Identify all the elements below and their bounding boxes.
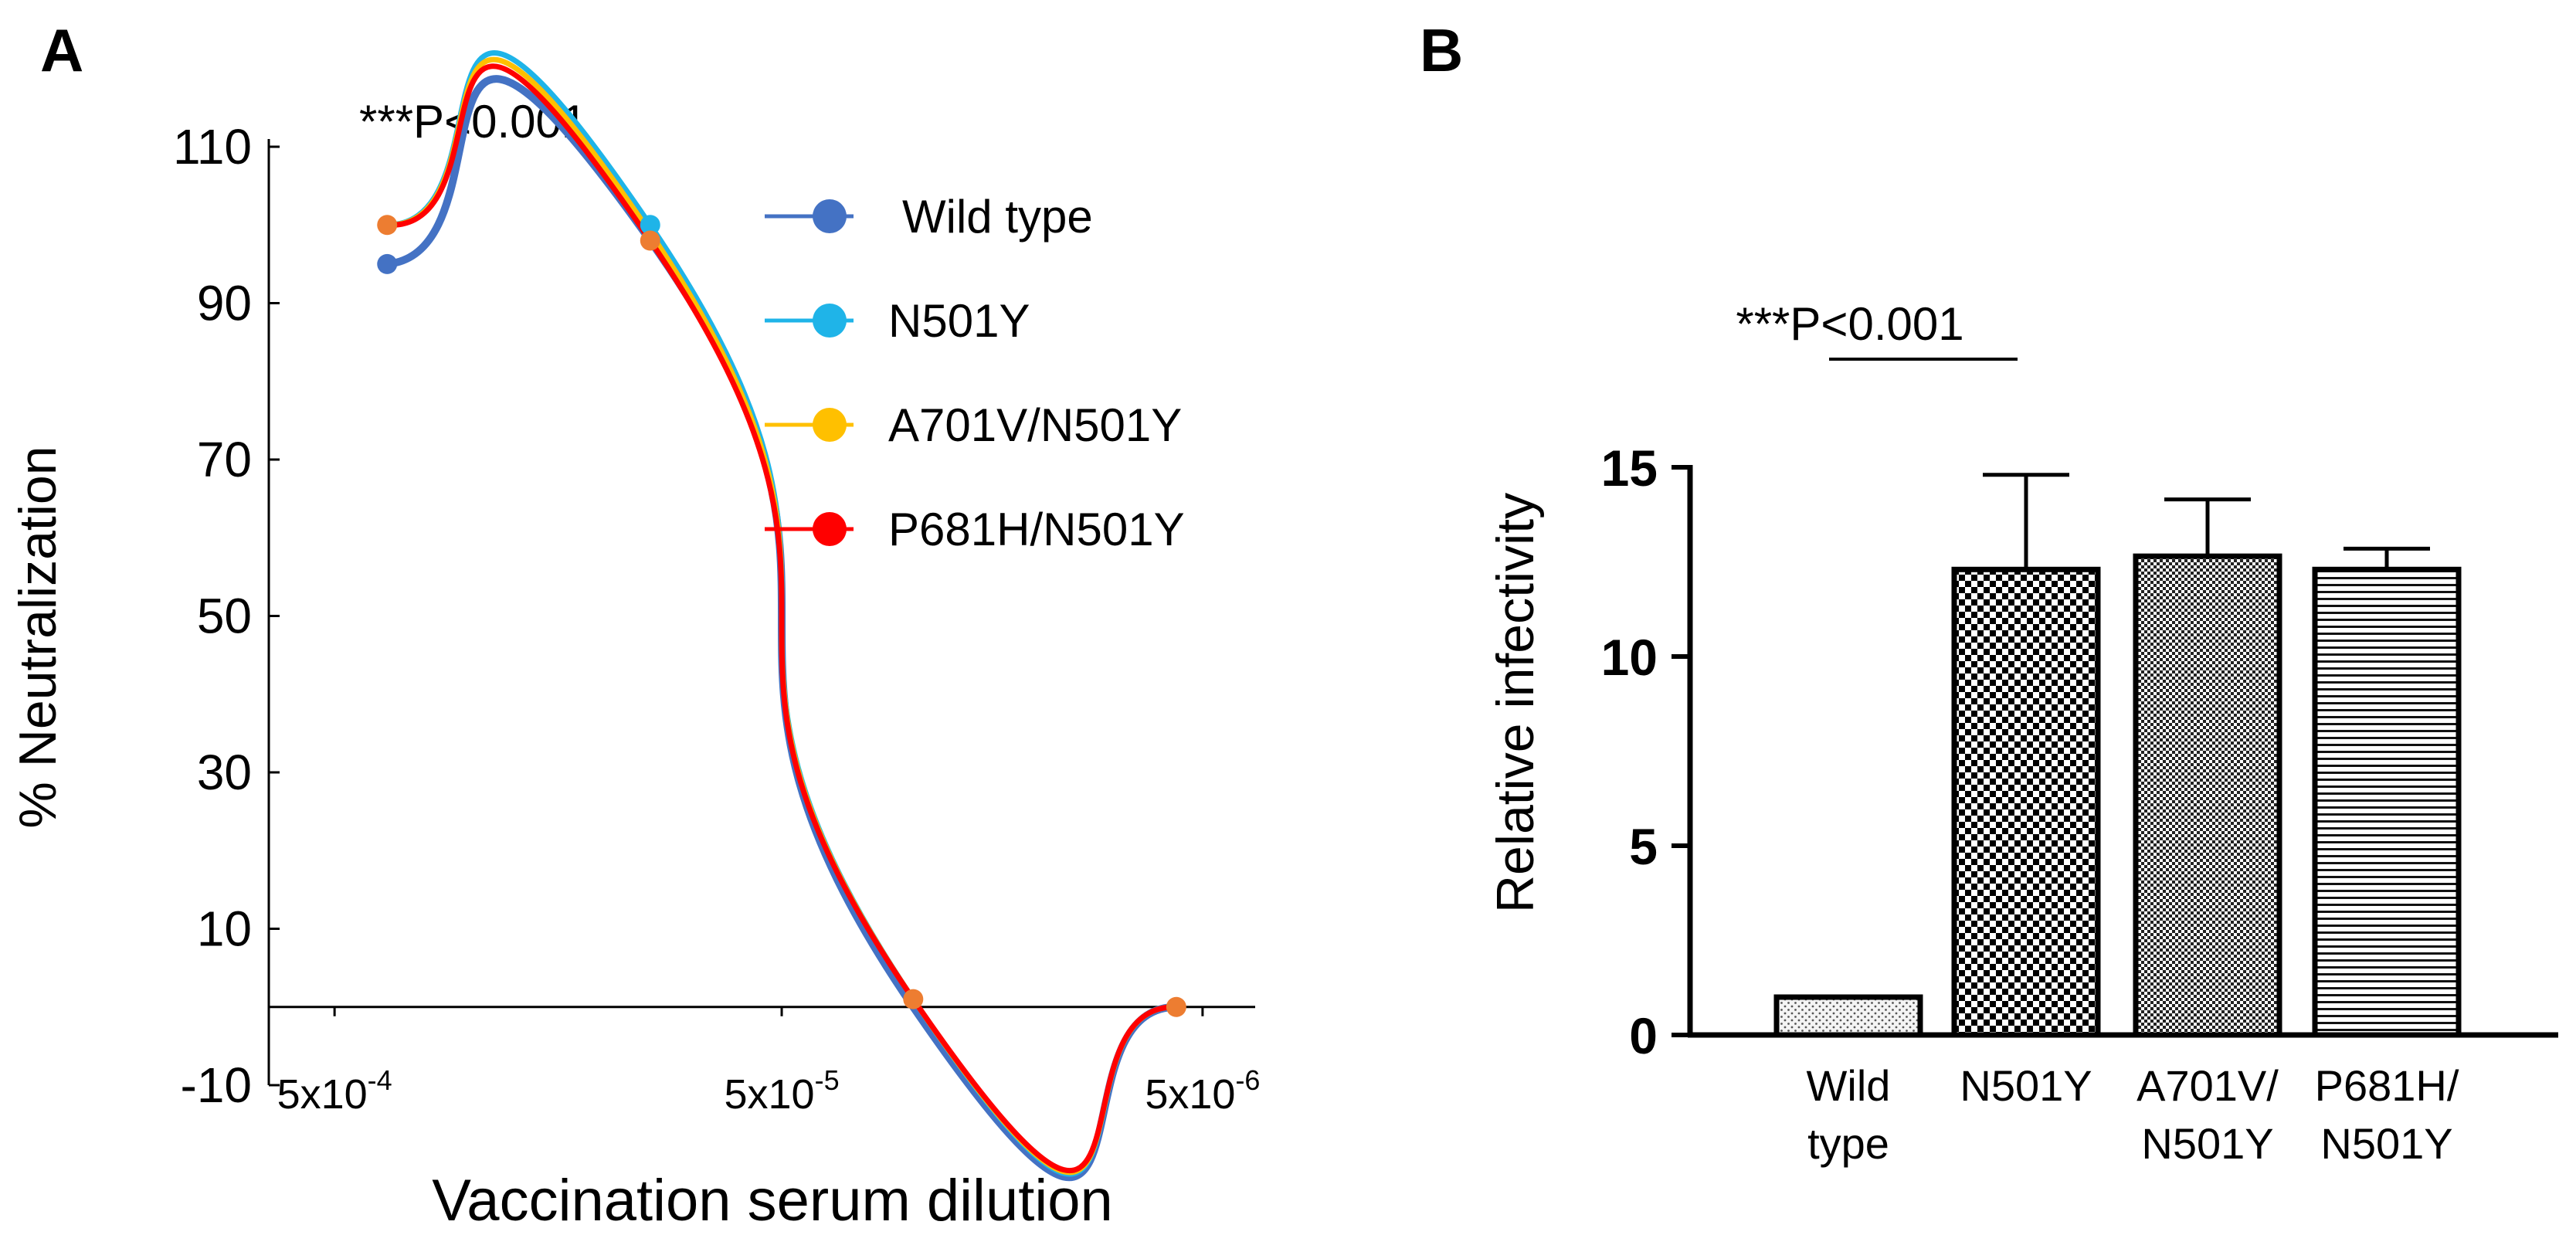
panel-b-x-tick-label: A701V/	[2136, 1061, 2279, 1110]
panel-a-y-tick-label: 30	[197, 745, 252, 800]
panel-a-series-lines	[386, 50, 1176, 1182]
legend-item: N501Y	[765, 295, 1030, 347]
panel-a-y-tick-label: 50	[197, 589, 252, 644]
panel-b-p-value: ***P<0.001	[1736, 298, 1963, 350]
panel-b-bar	[2133, 553, 2282, 1038]
panel-a-marker	[1166, 996, 1186, 1017]
panel-b-y-tick-label: 15	[1601, 439, 1658, 497]
legend-item: P681H/N501Y	[765, 504, 1185, 555]
panel-b-x-tick-label: N501Y	[2320, 1119, 2452, 1168]
panel-a-marker	[903, 989, 924, 1009]
panel-a-y-tick-label: 10	[197, 901, 252, 957]
panel-a-x-label: Vaccination serum dilution	[432, 1168, 1113, 1233]
panel-b-bar	[2312, 566, 2462, 1038]
panel-a-y-tick-label: 110	[173, 119, 252, 175]
panel-a-legend: Wild type N501Y A701V/N501Y P681H/N501Y	[765, 191, 1185, 555]
panel-b-x-tick-label: N501Y	[1960, 1061, 2092, 1110]
panel-a-x-ticks: 5x10-4 5x10-5 5x10-6	[277, 1006, 1260, 1118]
panel-a-markers	[377, 215, 1186, 1017]
legend-swatch-marker	[813, 512, 847, 546]
panel-a-x-tick-label: 5x10-6	[1145, 1064, 1260, 1118]
panel-b-label: B	[1420, 16, 1463, 84]
panel-b-y-ticks: 0 5 10 15	[1601, 439, 1690, 1064]
panel-b-bar	[1773, 994, 1923, 1038]
legend-label: N501Y	[888, 295, 1030, 347]
legend-item: Wild type	[765, 191, 1093, 243]
panel-b-y-tick-label: 0	[1629, 1007, 1658, 1064]
panel-a-marker	[377, 215, 398, 236]
legend-swatch-marker	[813, 199, 847, 233]
panel-b-x-tick-label: type	[1807, 1119, 1889, 1168]
legend-swatch-marker	[813, 408, 847, 442]
legend-swatch-marker	[813, 304, 847, 338]
panel-a-y-tick-label: -10	[181, 1057, 253, 1113]
panel-b-y-tick-label: 5	[1629, 818, 1658, 875]
panel-a-marker	[640, 230, 660, 251]
panel-a-x-tick-label: 5x10-5	[724, 1064, 839, 1118]
panel-b-x-tick-label: N501Y	[2141, 1119, 2273, 1168]
panel-a-y-tick-label: 90	[197, 276, 252, 331]
panel-b-bars	[1773, 473, 2462, 1038]
panel-a-line-p681h-n501y	[387, 63, 1176, 1174]
panel-a-y-ticks: 110 90 70 50 30 10 -10	[173, 119, 280, 1113]
panel-b-x-tick-label: P681H/	[2315, 1061, 2459, 1110]
legend-label: P681H/N501Y	[888, 504, 1185, 555]
panel-a-label: A	[40, 16, 83, 84]
panel-b-y-tick-label: 10	[1601, 629, 1658, 686]
panel-b-y-label: Relative infectivity	[1486, 493, 1545, 913]
legend-label: A701V/N501Y	[888, 399, 1182, 451]
panel-b-bar-chart: B ***P<0.001 0 5 10 15 Wild type N501Y A701V/N…	[1420, 16, 2558, 1168]
panel-a-y-tick-label: 70	[197, 432, 252, 487]
legend-label: Wild type	[902, 191, 1093, 243]
legend-item: A701V/N501Y	[765, 399, 1182, 451]
panel-b-bar	[1951, 566, 2101, 1038]
panel-a-marker-wild-type	[377, 253, 398, 274]
panel-a-y-label: % Neutralization	[8, 446, 67, 828]
panel-a-x-tick-label: 5x10-4	[277, 1064, 392, 1118]
panel-b-x-tick-label: Wild	[1807, 1061, 1891, 1110]
panel-a-marker-n501y	[640, 215, 660, 236]
panel-b-x-ticks: Wild type N501Y A701V/N501Y P681H/N501Y	[1807, 1061, 2459, 1168]
